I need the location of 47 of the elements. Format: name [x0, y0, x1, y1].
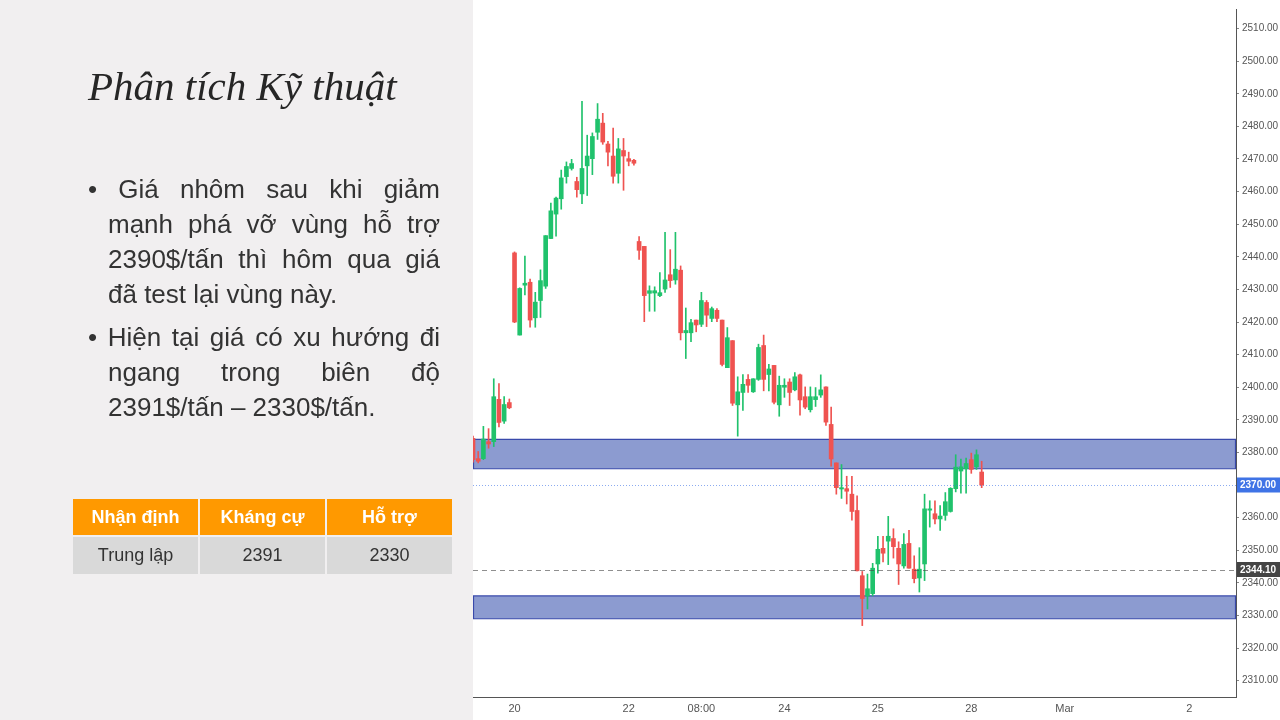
candlestick — [844, 475, 850, 505]
text: • Giá nhôm sau khi giảm mạnh phá vỡ vùng hỗ trợ 2390$/tấn thì hôm qua giá đã test lại vùng này. — [88, 173, 440, 311]
y-tick-label: 2380.00 — [1242, 446, 1279, 458]
x-tick-label: 22 — [622, 701, 635, 714]
y-tick-label: 2320.00 — [1242, 641, 1279, 653]
x-tick-label: 24 — [778, 701, 791, 714]
x-tick-label: Mar — [1055, 701, 1075, 714]
y-tick-label: 2390.00 — [1242, 413, 1279, 425]
y-tick-label: 2420.00 — [1242, 315, 1279, 327]
y-tick-label: 2460.00 — [1242, 185, 1279, 197]
y-tick-label: 2510.00 — [1242, 22, 1279, 34]
y-tick-label: 2480.00 — [1242, 120, 1279, 132]
y-tick-label: 2500.00 — [1242, 54, 1279, 66]
candlestick — [818, 374, 824, 398]
category-label: Kháng cự — [200, 499, 325, 535]
y-tick-label: 2440.00 — [1242, 250, 1279, 262]
text: 2391 — [200, 537, 325, 574]
candlestick — [880, 535, 886, 563]
category-label: Hỗ trợ — [327, 499, 452, 535]
y-tick-label: 2310.00 — [1242, 674, 1279, 686]
candlestick — [683, 307, 689, 359]
text: 2330 — [327, 537, 452, 574]
candlestick — [735, 376, 741, 437]
y-tick-label: 2400.00 — [1242, 380, 1279, 392]
x-tick-label: 20 — [508, 701, 521, 714]
text: Trung lập — [73, 537, 198, 574]
text: Phân tích Kỹ thuật — [88, 62, 397, 110]
y-tick-label: 2410.00 — [1242, 348, 1279, 360]
x-tick-label: 25 — [871, 701, 884, 714]
text: • Hiện tại giá có xu hướng đi ngang trong biên độ 2391$/tấn – 2330$/tấn. — [88, 321, 440, 424]
y-tick-label: 2470.00 — [1242, 152, 1279, 164]
category-label: Nhận định — [73, 499, 198, 535]
y-tick-label: 2330.00 — [1242, 609, 1279, 621]
ref-line-label: 2370.00 — [1240, 479, 1277, 491]
y-tick-label: 2450.00 — [1242, 217, 1279, 229]
ref-line-label: 2344.10 — [1240, 563, 1277, 575]
y-tick-label: 2360.00 — [1242, 511, 1279, 523]
y-tick-label: 2490.00 — [1242, 87, 1279, 99]
x-tick-label: 08:00 — [687, 701, 716, 714]
y-tick-label: 2350.00 — [1242, 544, 1279, 556]
candlestick — [667, 249, 673, 288]
x-tick-label: 2 — [1186, 701, 1193, 714]
y-tick-label: 2430.00 — [1242, 283, 1279, 295]
candlestick — [885, 516, 891, 565]
y-tick-label: 2340.00 — [1242, 576, 1279, 588]
x-tick-label: 28 — [965, 701, 978, 714]
candlestick — [522, 255, 528, 296]
